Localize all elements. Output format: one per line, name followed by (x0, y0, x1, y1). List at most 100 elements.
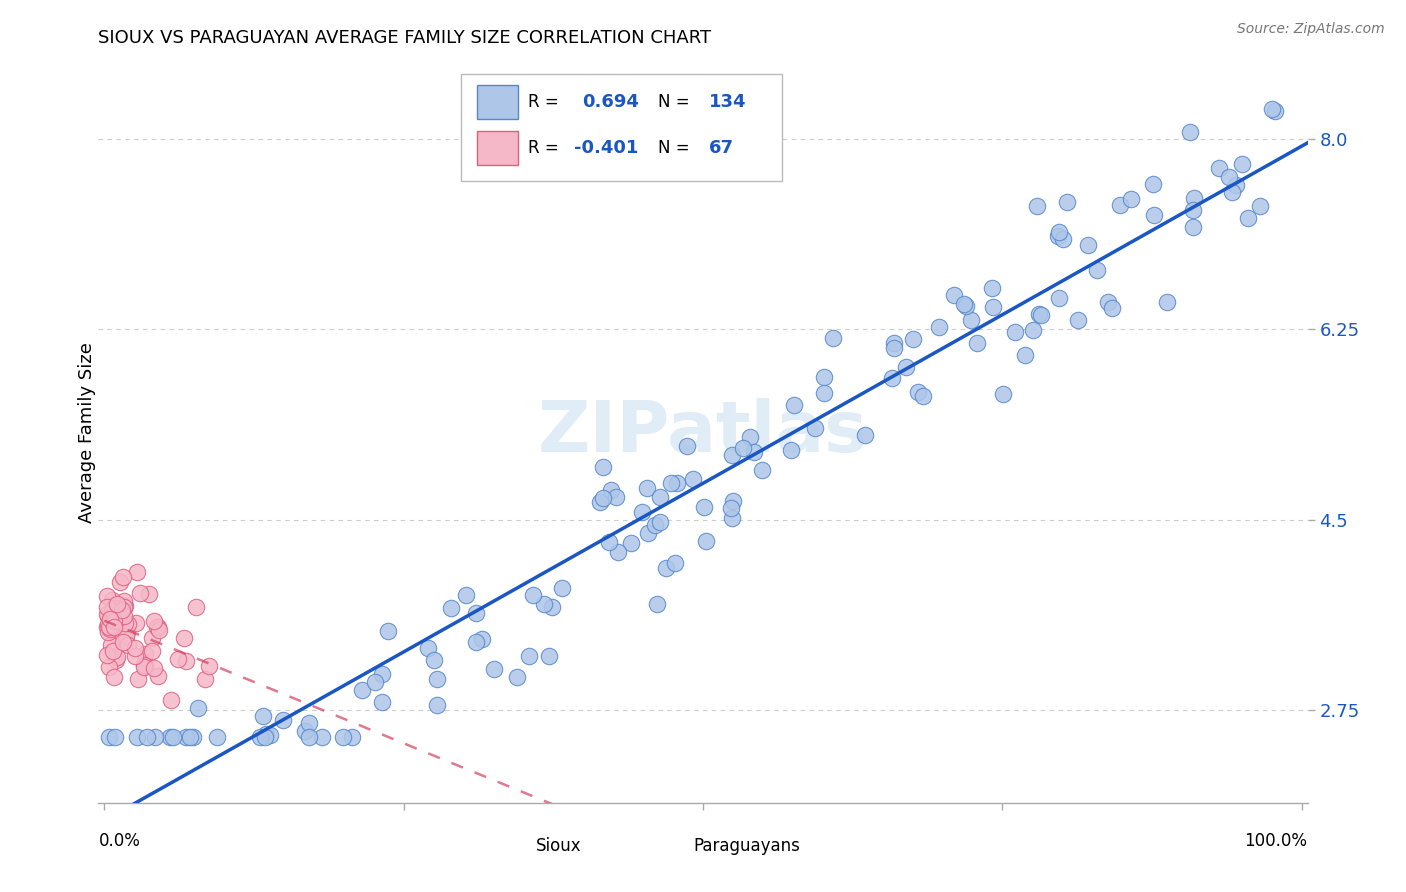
Point (98, 613, 121, 627)
Point (363, 674, 385, 689)
Point (533, 597, 555, 611)
Point (780, 442, 803, 457)
Point (145, 731, 167, 745)
Point (1208, 161, 1230, 175)
Point (1031, 308, 1053, 322)
Point (134, 658, 156, 673)
Point (740, 430, 762, 444)
Point (1028, 307, 1050, 321)
Point (1101, 301, 1123, 316)
Point (464, 606, 486, 620)
Point (693, 500, 716, 514)
Text: 134: 134 (709, 93, 747, 111)
Point (426, 672, 449, 686)
Point (96, 589, 118, 603)
Point (146, 620, 169, 634)
Point (423, 653, 446, 667)
Point (782, 398, 804, 412)
Point (654, 561, 676, 575)
Point (606, 545, 628, 559)
Point (636, 481, 658, 495)
Point (112, 609, 135, 624)
Point (124, 649, 146, 664)
Point (813, 370, 835, 384)
Point (1047, 229, 1070, 244)
Point (1077, 238, 1099, 252)
Point (605, 490, 627, 504)
Point (194, 672, 217, 686)
Point (271, 713, 294, 727)
Point (721, 511, 744, 525)
Text: Source: ZipAtlas.com: Source: ZipAtlas.com (1237, 22, 1385, 37)
Point (101, 605, 124, 619)
Point (181, 731, 204, 745)
Point (136, 731, 159, 745)
Point (966, 335, 988, 350)
Point (97, 731, 120, 745)
Point (96, 599, 118, 614)
Point (141, 631, 163, 645)
Point (993, 386, 1015, 401)
Point (600, 483, 623, 497)
Text: -0.401: -0.401 (574, 139, 638, 157)
Point (134, 647, 156, 661)
Point (101, 603, 124, 617)
Point (1097, 295, 1119, 310)
Point (148, 624, 170, 638)
Point (125, 616, 148, 631)
Point (440, 600, 463, 615)
Point (107, 610, 129, 624)
Point (174, 731, 197, 745)
Point (1067, 313, 1090, 327)
Point (1230, 157, 1253, 171)
Point (100, 638, 122, 652)
Point (517, 649, 540, 664)
Point (132, 660, 155, 674)
Point (103, 670, 125, 684)
Point (1143, 208, 1166, 222)
Point (146, 669, 169, 683)
Point (1220, 185, 1243, 199)
Point (648, 491, 671, 505)
Point (252, 708, 274, 723)
Point (664, 556, 686, 570)
Text: SIOUX VS PARAGUAYAN AVERAGE FAMILY SIZE CORRELATION CHART: SIOUX VS PARAGUAYAN AVERAGE FAMILY SIZE … (98, 29, 711, 47)
Point (115, 624, 138, 639)
Point (111, 570, 134, 584)
Point (1225, 178, 1247, 193)
Point (98, 660, 121, 674)
Point (589, 494, 612, 508)
FancyBboxPatch shape (461, 73, 782, 181)
Point (129, 586, 152, 600)
Point (751, 463, 773, 477)
Text: 67: 67 (709, 139, 734, 157)
Point (377, 624, 399, 638)
Text: R =: R = (527, 93, 558, 111)
Point (114, 599, 136, 613)
Point (1156, 294, 1178, 309)
Point (146, 619, 169, 633)
Text: 0.0%: 0.0% (98, 832, 141, 850)
Point (340, 731, 363, 745)
Point (350, 683, 373, 698)
Point (598, 534, 620, 549)
Text: Paraguayans: Paraguayans (693, 837, 800, 855)
Point (259, 728, 281, 742)
Point (907, 384, 929, 399)
Point (112, 635, 135, 649)
Point (1237, 211, 1260, 226)
Point (98, 620, 121, 634)
Point (804, 421, 827, 435)
Point (1109, 198, 1132, 212)
Point (928, 320, 950, 334)
Point (1249, 199, 1271, 213)
Point (96, 620, 118, 634)
Point (103, 614, 125, 628)
Point (960, 313, 983, 327)
Point (464, 634, 486, 648)
Point (1004, 325, 1026, 339)
Point (644, 518, 666, 533)
Point (666, 475, 689, 490)
Point (853, 428, 876, 442)
Text: R =: R = (527, 139, 558, 157)
